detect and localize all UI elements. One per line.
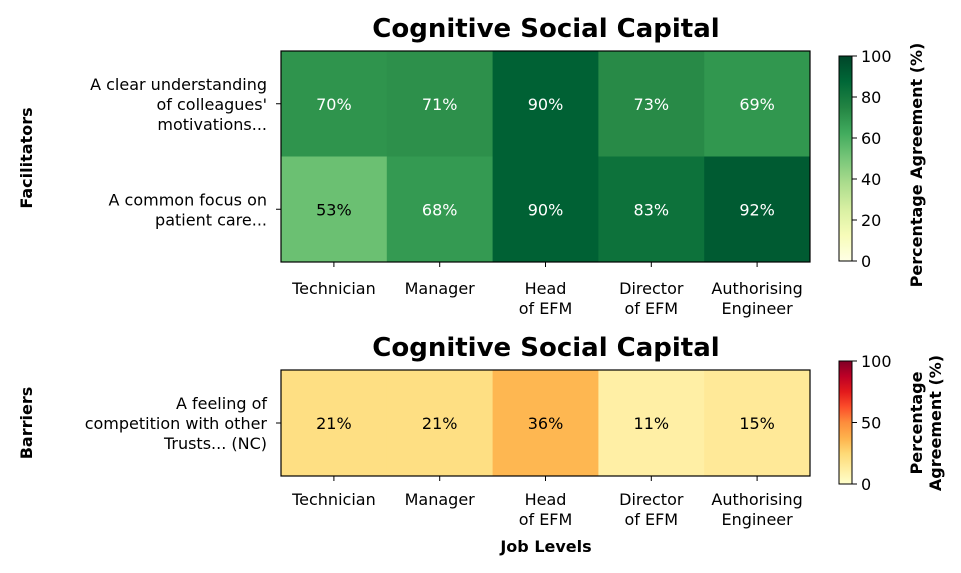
heatmap-cell: [704, 51, 811, 157]
panel1-colorbar-label: Percentage Agreement (%): [907, 43, 926, 288]
panel2-cells: 21% 21% 36% 11% 15%: [280, 369, 811, 477]
heatmap-cell: [281, 51, 388, 157]
panel1-colorbar-ticks: 0 20 40 60 80 100: [852, 47, 892, 271]
cell-value-label: 11%: [634, 414, 670, 433]
x-tick-label: Manager: [405, 490, 476, 509]
heatmap-cell: [704, 156, 811, 263]
panel1-title: Cognitive Social Capital: [372, 14, 719, 44]
heatmap-cell: [386, 156, 494, 263]
heatmap-cell: [598, 370, 705, 477]
x-tick-label: Technician: [291, 279, 376, 298]
panel2-column-labels: Technician Manager Head of EFM Director of EF…: [291, 476, 803, 529]
heatmap-cell: [598, 156, 705, 263]
panel2-title: Cognitive Social Capital: [372, 333, 719, 363]
x-tick-label: Authorising Engineer: [711, 279, 802, 318]
panel2-colorbar-ticks: 0 50 100: [852, 352, 892, 494]
panel2-colorbar-label: PercentageAgreement (%): [907, 355, 945, 491]
heatmap-cell: [281, 370, 388, 477]
x-tick-label: Head of EFM: [519, 490, 573, 529]
x-tick-label: Manager: [405, 279, 476, 298]
x-tick-label: Authorising Engineer: [711, 490, 802, 529]
panel2-group-label: Barriers: [17, 387, 36, 460]
panel2-row-labels: A feeling of competition with other Trusts…: [85, 394, 281, 453]
heatmap-cell: [281, 156, 388, 263]
cell-value-label: 36%: [528, 414, 564, 433]
panel1-cells: 70% 71% 90% 73% 69% 53% 68% 90% 83% 92%: [280, 50, 811, 263]
heatmap-cell: [492, 51, 599, 157]
cell-value-label: 70%: [316, 95, 352, 114]
y-tick-label: A feeling of competition with other Trusts…: [85, 394, 268, 453]
cell-value-label: 68%: [422, 200, 458, 219]
cell-value-label: 71%: [422, 95, 458, 114]
x-tick-label: Director of EFM: [619, 279, 684, 318]
panel2-colorbar: [838, 360, 853, 485]
panel1-row-labels: A clear understanding of colleagues' motiv…: [90, 75, 281, 229]
cell-value-label: 83%: [634, 200, 670, 219]
x-tick-label: Director of EFM: [619, 490, 684, 529]
colorbar-tick-label: 80: [861, 88, 881, 107]
heatmap-cell: [492, 156, 599, 263]
x-tick-label: Technician: [291, 490, 376, 509]
y-tick-label: A clear understanding of colleagues' motiv…: [90, 75, 267, 134]
colorbar-tick-label: 100: [861, 47, 892, 66]
heatmap-cell: [386, 370, 494, 477]
heatmap-cell: [492, 370, 599, 477]
cell-value-label: 90%: [528, 200, 564, 219]
heatmap-cell: [598, 51, 705, 157]
cell-value-label: 90%: [528, 95, 564, 114]
cell-value-label: 53%: [316, 200, 352, 219]
colorbar-tick-label: 20: [861, 211, 881, 230]
cell-value-label: 21%: [316, 414, 352, 433]
panel1-column-labels: Technician Manager Head of EFM Director of EF…: [291, 262, 803, 318]
panel1-group-label: Facilitators: [17, 107, 36, 208]
heatmap-cell: [704, 370, 811, 477]
colorbar-label-text: PercentageAgreement (%): [907, 355, 945, 491]
colorbar-tick-label: 0: [861, 475, 871, 494]
y-tick-label: A common focus on patient care...: [108, 190, 267, 229]
heatmap-cell: [386, 51, 494, 157]
panel2-xaxis-label: Job Levels: [499, 537, 591, 556]
cell-value-label: 21%: [422, 414, 458, 433]
colorbar-tick-label: 50: [861, 414, 881, 433]
colorbar-tick-label: 0: [861, 252, 871, 271]
colorbar-tick-label: 100: [861, 352, 892, 371]
cell-value-label: 69%: [739, 95, 775, 114]
cell-value-label: 92%: [739, 200, 775, 219]
x-tick-label: Head of EFM: [519, 279, 573, 318]
colorbar-tick-label: 60: [861, 129, 881, 148]
cell-value-label: 15%: [739, 414, 775, 433]
cell-value-label: 73%: [634, 95, 670, 114]
colorbar-tick-label: 40: [861, 170, 881, 189]
panel1-colorbar: [838, 55, 853, 262]
